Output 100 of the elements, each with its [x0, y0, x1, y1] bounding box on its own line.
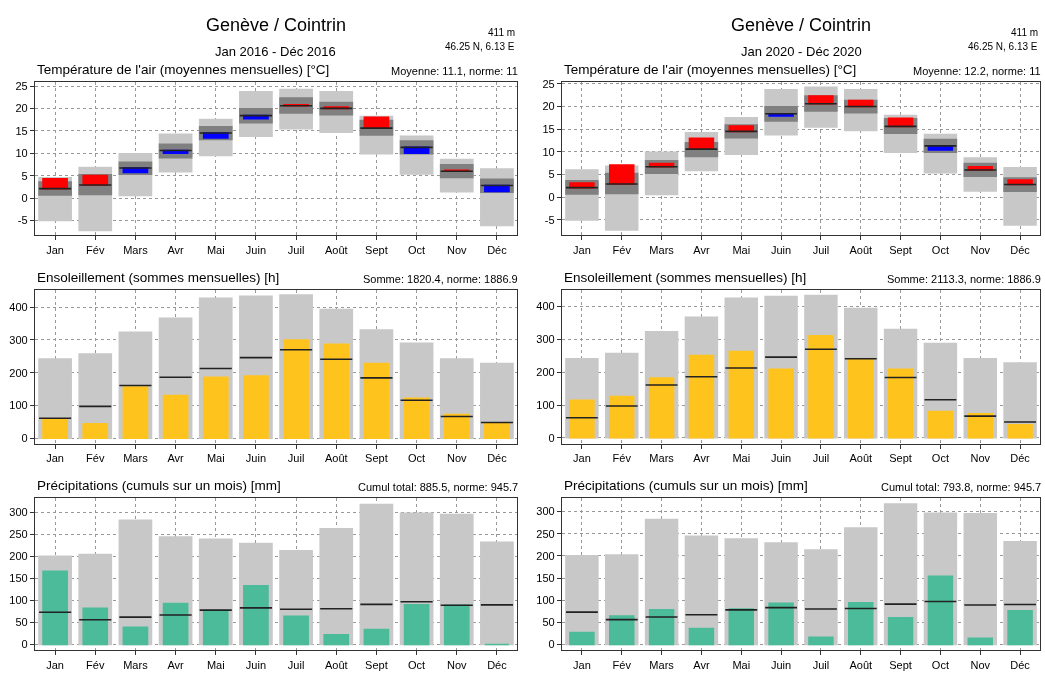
x-tick-label: Mai [732, 658, 751, 671]
y-tick-label: 100 [9, 594, 28, 607]
x-tick-label: Nov [970, 452, 991, 465]
x-tick-label: Sept [365, 658, 388, 671]
x-tick-label: Nov [446, 658, 468, 671]
x-tick-label: Août [849, 452, 873, 465]
x-tick-label: Juil [287, 452, 305, 465]
y-tick-label: 100 [536, 398, 555, 411]
y-tick-label: 100 [536, 593, 555, 606]
x-tick-label: Jan [46, 243, 64, 256]
x-tick-label: Août [849, 243, 873, 256]
x-tick-label: Avr [693, 658, 710, 671]
y-tick-label: 50 [15, 616, 28, 629]
y-tick-label: 300 [9, 506, 28, 519]
x-tick-label: Sept [889, 243, 912, 256]
x-tick-label: Oct [408, 243, 426, 256]
y-tick-label: 200 [9, 366, 28, 379]
y-tick-label: 0 [21, 432, 28, 444]
y-tick-label: 300 [9, 333, 28, 346]
x-tick-label: Avr [693, 243, 710, 256]
y-tick-label: 10 [15, 147, 28, 160]
x-tick-label: Déc [1010, 243, 1031, 256]
x-tick-label: Avr [167, 452, 185, 465]
y-tick-label: 150 [9, 572, 28, 585]
x-tick-label: Juil [287, 243, 305, 256]
x-tick-label: Mars [649, 243, 675, 256]
x-tick-label: Juil [812, 243, 830, 256]
y-axis-title: Précipitations (cumuls sur un mois) [mm] [37, 478, 281, 493]
x-tick-label: Juin [245, 452, 267, 465]
y-tick-label: -5 [17, 214, 28, 227]
x-tick-label: Oct [408, 658, 426, 671]
x-tick-label: Déc [487, 658, 508, 671]
x-tick-label: Juin [770, 658, 792, 671]
x-tick-label: Fév [612, 658, 632, 671]
text: Cumul total: 793.8, norme: 945.7 [881, 481, 1042, 493]
x-tick-label: Mai [732, 243, 751, 256]
x-tick-label: Avr [693, 452, 710, 465]
x-tick-label: Jan [573, 243, 591, 256]
y-axis-title: Précipitations (cumuls sur un mois) [mm] [564, 478, 808, 493]
text: 46.25 N, 6.13 E [968, 41, 1038, 52]
x-tick-label: Déc [1010, 452, 1031, 465]
x-tick-label: Août [324, 658, 348, 671]
x-tick-label: Mai [206, 452, 225, 465]
y-tick-label: 300 [536, 505, 555, 518]
y-tick-label: 0 [21, 191, 28, 204]
x-tick-label: Juin [245, 658, 267, 671]
y-tick-label: 250 [536, 527, 555, 540]
x-tick-label: Avr [167, 243, 185, 256]
y-tick-label: 5 [21, 169, 28, 182]
x-tick-label: Nov [446, 243, 468, 256]
y-tick-label: 300 [536, 333, 555, 346]
x-tick-label: Sept [889, 452, 912, 465]
x-tick-label: Mars [649, 452, 675, 465]
y-tick-label: 200 [9, 550, 28, 563]
y-tick-label: 200 [536, 549, 555, 562]
y-tick-label: 5 [548, 168, 555, 181]
y-axis-title: Température de l'air (moyennes mensuelles) [°C] [37, 62, 330, 77]
x-tick-label: Oct [408, 452, 426, 465]
y-tick-label: 0 [548, 431, 555, 444]
y-axis-title: Ensoleillement (sommes mensuelles) [h] [37, 270, 280, 285]
x-tick-label: Mai [206, 658, 225, 671]
y-tick-label: -5 [544, 213, 555, 226]
x-tick-label: Nov [446, 452, 468, 465]
x-tick-label: Août [324, 243, 348, 256]
chart-subtitle: Jan 2020 - Déc 2020 [741, 44, 862, 59]
text: Somme: 1820.4, norme: 1886.9 [363, 273, 518, 285]
y-tick-label: 0 [548, 191, 555, 204]
y-tick-label: 50 [542, 616, 555, 629]
y-tick-label: 250 [9, 528, 28, 541]
text: Cumul total: 885.5, norme: 945.7 [358, 481, 519, 493]
x-tick-label: Juin [770, 452, 792, 465]
x-tick-label: Déc [1010, 658, 1031, 671]
y-axis-title: Ensoleillement (sommes mensuelles) [h] [564, 270, 807, 285]
y-tick-label: 20 [542, 100, 555, 113]
y-tick-label: 25 [542, 77, 555, 90]
x-tick-label: Juin [770, 243, 792, 256]
x-tick-label: Sept [365, 452, 388, 465]
x-tick-label: Nov [970, 243, 991, 256]
chart-title: Genève / Cointrin [731, 15, 872, 35]
text: Moyenne: 12.2, norme: 11 [913, 65, 1041, 77]
x-tick-label: Oct [931, 452, 949, 465]
x-tick-label: Jan [46, 452, 64, 465]
x-tick-label: Oct [931, 658, 949, 671]
x-tick-label: Mars [123, 658, 149, 671]
x-tick-label: Août [324, 452, 348, 465]
y-axis-title: Température de l'air (moyennes mensuelles) [°C] [564, 62, 857, 77]
x-tick-label: Fév [86, 658, 105, 671]
x-tick-label: Fév [612, 243, 632, 256]
y-tick-label: 150 [536, 571, 555, 584]
text: 411 m [1011, 27, 1039, 38]
x-tick-label: Jan [573, 452, 591, 465]
y-tick-label: 0 [21, 638, 28, 651]
y-tick-label: 20 [15, 102, 28, 115]
x-tick-label: Fév [86, 243, 105, 256]
y-tick-label: 400 [536, 300, 555, 313]
x-tick-label: Déc [487, 452, 508, 465]
x-tick-label: Sept [365, 243, 388, 256]
y-tick-label: 25 [15, 79, 28, 92]
y-tick-label: 0 [548, 638, 555, 651]
x-tick-label: Oct [931, 243, 949, 256]
